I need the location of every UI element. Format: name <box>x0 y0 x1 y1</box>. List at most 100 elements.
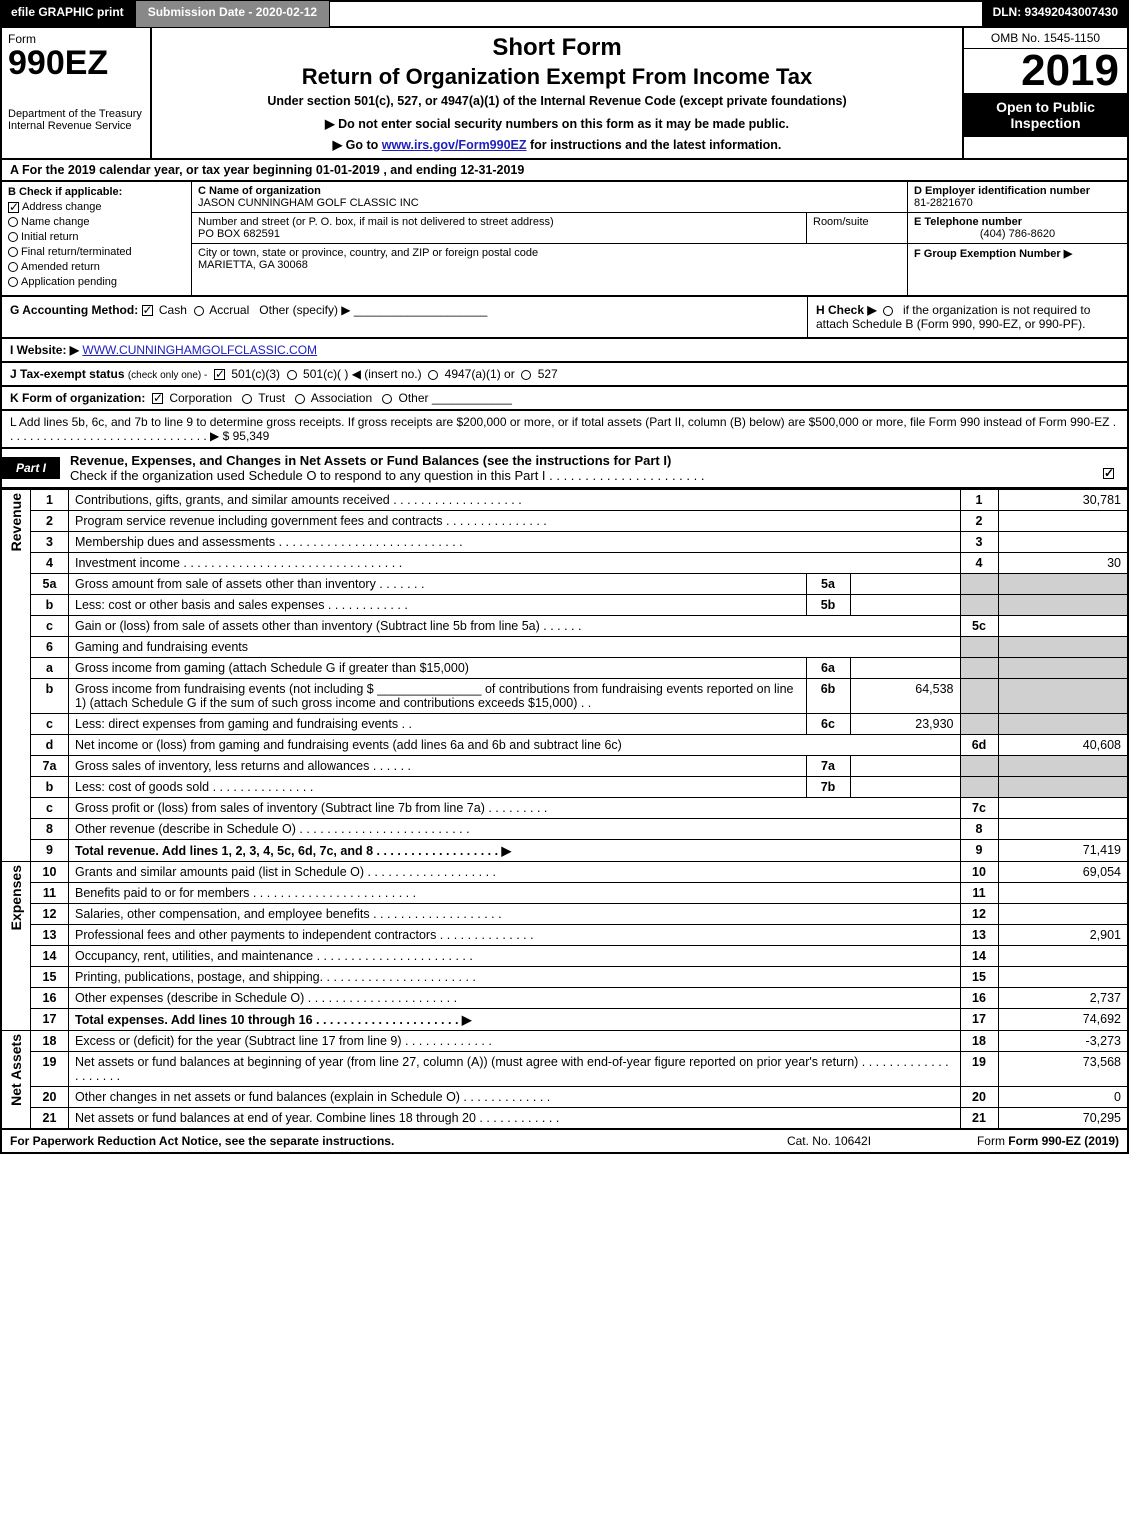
chk-application-pending[interactable]: Application pending <box>8 276 185 288</box>
line-number: 4 <box>31 553 69 574</box>
row-l-gross-receipts: L Add lines 5b, 6c, and 7b to line 9 to … <box>0 411 1129 449</box>
line-amount <box>998 532 1128 553</box>
radio-icon[interactable] <box>287 370 297 380</box>
table-row: 11 Benefits paid to or for members . . .… <box>1 883 1128 904</box>
sub3-prefix: ▶ Go to <box>333 138 382 152</box>
chk-initial-return[interactable]: Initial return <box>8 231 185 243</box>
line-number: 2 <box>31 511 69 532</box>
submission-date-button[interactable]: Submission Date - 2020-02-12 <box>135 0 330 28</box>
table-row: 15 Printing, publications, postage, and … <box>1 967 1128 988</box>
radio-icon <box>8 277 18 287</box>
ein-label: D Employer identification number <box>914 185 1090 197</box>
ein-value: 81-2821670 <box>914 197 973 209</box>
radio-icon[interactable] <box>295 394 305 404</box>
line-desc: Total revenue. Add lines 1, 2, 3, 4, 5c,… <box>69 840 961 862</box>
gray-cell <box>960 595 998 616</box>
line-ref: 20 <box>960 1087 998 1108</box>
sub-line-amount <box>850 658 960 679</box>
k-opt: Other <box>399 391 429 405</box>
line-number: c <box>31 616 69 637</box>
city-cell: City or town, state or province, country… <box>192 244 907 295</box>
checkbox-icon[interactable] <box>1103 468 1114 479</box>
gray-cell <box>998 777 1128 798</box>
radio-icon[interactable] <box>194 306 204 316</box>
chk-name-change[interactable]: Name change <box>8 216 185 228</box>
ein-cell: D Employer identification number 81-2821… <box>908 182 1127 213</box>
table-row: b Gross income from fundraising events (… <box>1 679 1128 714</box>
j-opt2: 501(c)( ) ◀ (insert no.) <box>303 367 422 381</box>
table-row: b Less: cost or other basis and sales ex… <box>1 595 1128 616</box>
radio-icon[interactable] <box>382 394 392 404</box>
sub-line-ref: 5b <box>806 595 850 616</box>
row-h: H Check ▶ if the organization is not req… <box>807 297 1127 337</box>
city-value: MARIETTA, GA 30068 <box>198 259 308 271</box>
radio-icon[interactable] <box>428 370 438 380</box>
j-opt1: 501(c)(3) <box>231 367 280 381</box>
gray-cell <box>960 777 998 798</box>
checkbox-icon[interactable] <box>214 369 225 380</box>
form-title-2: Return of Organization Exempt From Incom… <box>162 64 952 90</box>
website-link[interactable]: WWW.CUNNINGHAMGOLFCLASSIC.COM <box>82 343 317 357</box>
k-opt: Association <box>311 391 372 405</box>
radio-icon[interactable] <box>883 306 893 316</box>
checkbox-icon[interactable] <box>142 305 153 316</box>
chk-address-change[interactable]: Address change <box>8 201 185 213</box>
chk-final-return[interactable]: Final return/terminated <box>8 246 185 258</box>
chk-label: Amended return <box>21 261 100 273</box>
gray-cell <box>998 637 1128 658</box>
open-public-inspection: Open to Public Inspection <box>964 93 1127 137</box>
table-row: Net Assets 18 Excess or (deficit) for th… <box>1 1031 1128 1052</box>
line-ref: 2 <box>960 511 998 532</box>
line-amount: 69,054 <box>998 862 1128 883</box>
dept-treasury: Department of the Treasury Internal Reve… <box>8 108 144 132</box>
chk-label: Initial return <box>21 231 78 243</box>
gray-cell <box>960 658 998 679</box>
line-amount: 30,781 <box>998 490 1128 511</box>
section-c: C Name of organization JASON CUNNINGHAM … <box>192 182 907 295</box>
radio-icon <box>8 217 18 227</box>
room-label: Room/suite <box>813 216 869 228</box>
irs-link[interactable]: www.irs.gov/Form990EZ <box>382 138 527 152</box>
line-amount: 70,295 <box>998 1108 1128 1130</box>
gray-cell <box>960 574 998 595</box>
part-1-title: Revenue, Expenses, and Changes in Net As… <box>60 449 1127 487</box>
addr-label: Number and street (or P. O. box, if mail… <box>198 216 554 228</box>
table-row: 12 Salaries, other compensation, and emp… <box>1 904 1128 925</box>
g-accrual: Accrual <box>209 303 249 317</box>
line-desc: Gross profit or (loss) from sales of inv… <box>69 798 961 819</box>
addr-value: PO BOX 682591 <box>198 228 280 240</box>
line-ref: 3 <box>960 532 998 553</box>
line-number: 8 <box>31 819 69 840</box>
checkbox-icon[interactable] <box>152 393 163 404</box>
efile-print-button[interactable]: efile GRAPHIC print <box>0 0 135 28</box>
gray-cell <box>960 714 998 735</box>
chk-amended-return[interactable]: Amended return <box>8 261 185 273</box>
line-desc: Gain or (loss) from sale of assets other… <box>69 616 961 637</box>
top-bar-spacer <box>330 0 981 28</box>
footer-mid: Cat. No. 10642I <box>739 1134 919 1148</box>
line-ref: 7c <box>960 798 998 819</box>
city-label: City or town, state or province, country… <box>198 247 538 259</box>
line-amount: 2,737 <box>998 988 1128 1009</box>
line-desc: Gross amount from sale of assets other t… <box>69 574 807 595</box>
page-footer: For Paperwork Reduction Act Notice, see … <box>0 1130 1129 1154</box>
g-cash: Cash <box>159 303 187 317</box>
line-amount: 71,419 <box>998 840 1128 862</box>
part-1-check-text: Check if the organization used Schedule … <box>70 468 704 483</box>
line-amount: 0 <box>998 1087 1128 1108</box>
sub-line-amount: 64,538 <box>850 679 960 714</box>
table-row: 3 Membership dues and assessments . . . … <box>1 532 1128 553</box>
sub-line-ref: 7b <box>806 777 850 798</box>
radio-icon[interactable] <box>521 370 531 380</box>
line-desc: Other expenses (describe in Schedule O) … <box>69 988 961 1009</box>
line-number: 14 <box>31 946 69 967</box>
section-b-heading: B Check if applicable: <box>8 186 185 198</box>
dln-label: DLN: 93492043007430 <box>982 0 1129 28</box>
radio-icon[interactable] <box>242 394 252 404</box>
line-ref: 5c <box>960 616 998 637</box>
table-row: 19 Net assets or fund balances at beginn… <box>1 1052 1128 1087</box>
table-row: 7a Gross sales of inventory, less return… <box>1 756 1128 777</box>
radio-icon <box>8 262 18 272</box>
sub-line-amount <box>850 574 960 595</box>
line-amount <box>998 798 1128 819</box>
